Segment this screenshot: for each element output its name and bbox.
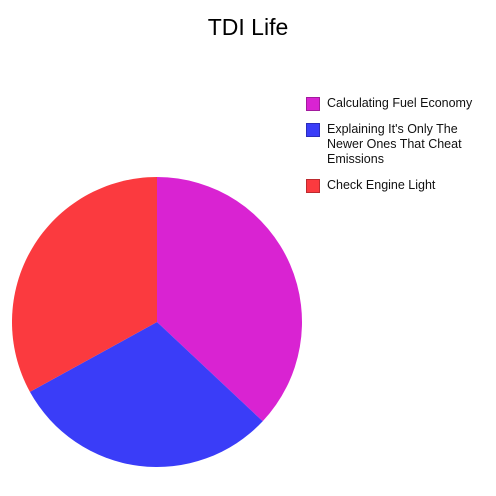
pie-slice — [157, 177, 302, 422]
legend-swatch — [306, 97, 320, 111]
legend-item: Explaining It's Only The Newer Ones That… — [306, 122, 492, 167]
legend: Calculating Fuel Economy Explaining It's … — [306, 96, 492, 204]
legend-swatch — [306, 179, 320, 193]
legend-item: Calculating Fuel Economy — [306, 96, 492, 111]
legend-swatch — [306, 123, 320, 137]
pie-slice — [29, 322, 263, 467]
legend-label: Check Engine Light — [327, 178, 436, 192]
pie-slice — [11, 177, 157, 392]
legend-item: Check Engine Light — [306, 178, 492, 193]
legend-label: Explaining It's Only The Newer Ones That… — [327, 122, 462, 166]
legend-label: Calculating Fuel Economy — [327, 96, 473, 110]
chart-title: TDI Life — [207, 14, 289, 40]
